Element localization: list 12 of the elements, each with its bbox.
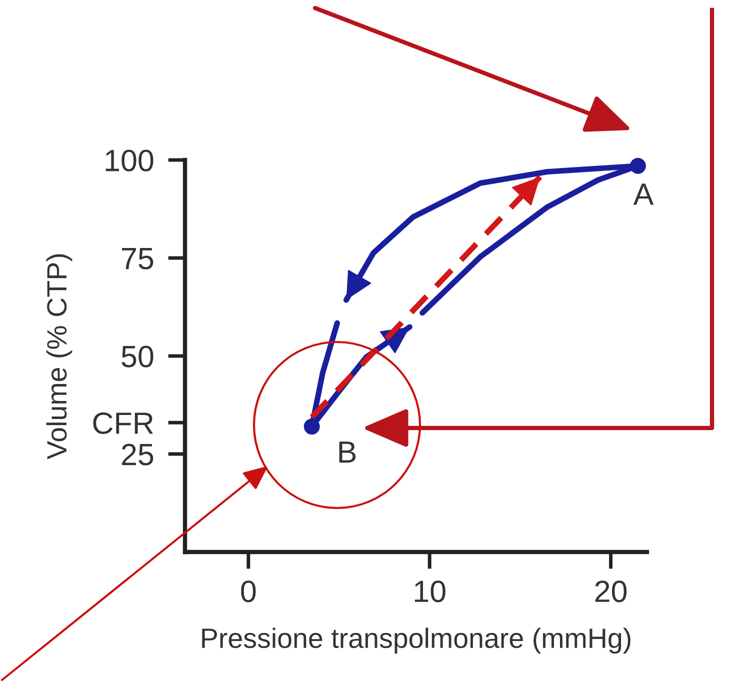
x-axis-title: Pressione transpolmonare (mmHg) [202, 628, 630, 654]
y-tick-label: 100 [106, 150, 154, 172]
annotation: B [339, 442, 356, 463]
y-axis-title: Volume (% CTP) [46, 254, 72, 460]
y-tick-label: 50 [122, 346, 154, 368]
x-tick-label: 10 [414, 580, 446, 602]
x-tick-label: 0 [241, 580, 256, 602]
annotation: A [633, 184, 654, 205]
x-tick-label: 20 [595, 580, 627, 602]
y-tick-label: CFR [93, 412, 154, 434]
y-tick-label: 75 [122, 248, 154, 270]
y-tick-label: 25 [122, 444, 154, 466]
